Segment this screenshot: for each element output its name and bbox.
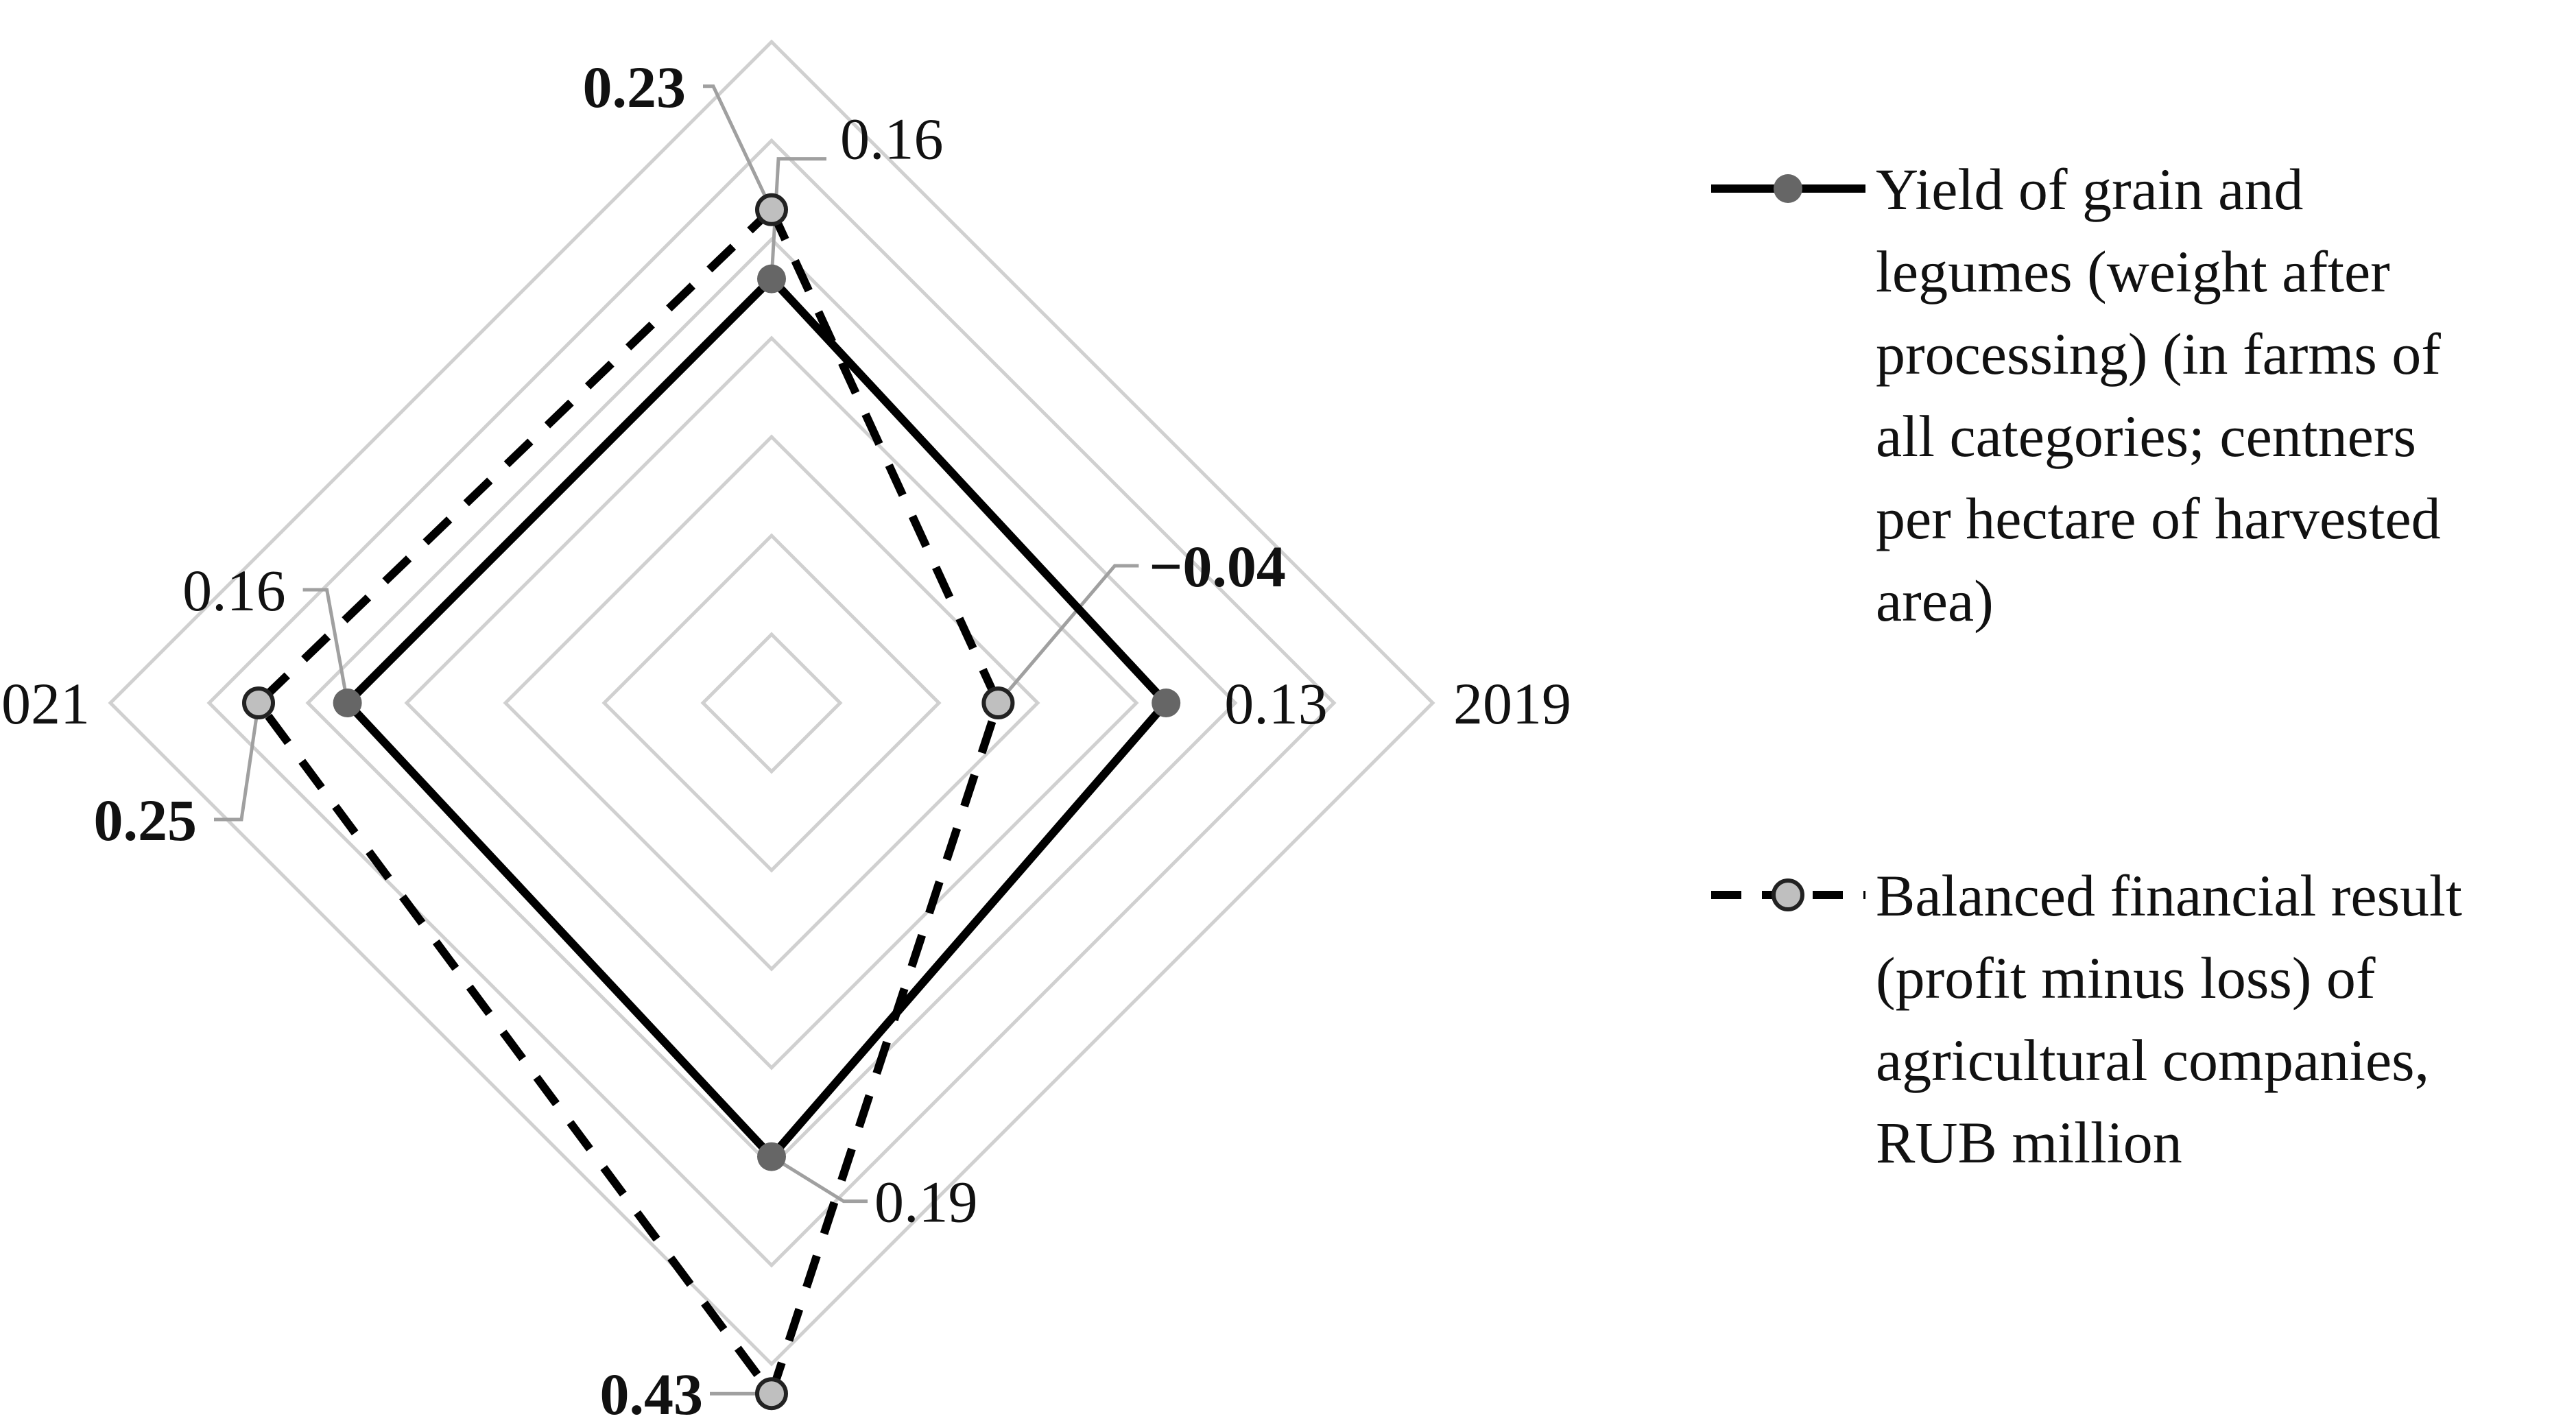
leader-line-1-2018	[703, 84, 774, 211]
grid-ring-2	[503, 434, 1040, 972]
series-0-point-2019	[1152, 689, 1181, 717]
leader-line-1-2019	[997, 564, 1139, 704]
data-label-0-2018: 0.16	[840, 106, 944, 172]
grid-ring-1	[601, 533, 942, 873]
data-label-1-2018: 0.23	[583, 54, 687, 120]
leader-line-0-2018	[770, 157, 826, 279]
data-label-0-2020: 0.19	[874, 1169, 978, 1235]
legend-label-0: Yield of grain and legumes (weight after p…	[1876, 156, 2441, 634]
category-label-2019: 2019	[1453, 671, 1571, 737]
data-label-0-2021: 0.16	[182, 558, 286, 623]
data-label-1-2020: 0.43	[600, 1361, 704, 1423]
data-label-1-2021: 0.25	[94, 787, 198, 853]
category-label-2021: 2021	[0, 671, 90, 737]
radar-series	[242, 193, 1181, 1411]
grid-ring-4	[305, 237, 1238, 1169]
series-0-point-2018	[757, 264, 786, 294]
leader-line-0-2021	[302, 588, 350, 704]
series-1-point-2021	[242, 686, 275, 719]
legend-label-1: Balanced financial result (profit minus l…	[1876, 863, 2462, 1175]
label-leader-lines	[214, 84, 1139, 1396]
series-1-point-2019	[981, 686, 1015, 719]
grid-ring-6	[108, 39, 1435, 1367]
grid-ring-3	[404, 335, 1139, 1071]
series-0-point-2021	[333, 689, 362, 717]
legend-marker-1	[1772, 878, 1804, 911]
series-1-point-2018	[755, 193, 788, 226]
value-labels: 0.16 0.13 0.19 0.16 0.23 −0.04 0.43 0.25	[94, 54, 1328, 1423]
legend-marker-0	[1774, 174, 1802, 203]
grid-ring-0	[700, 632, 843, 774]
category-labels: 2018201920202021	[0, 671, 1571, 737]
leader-line-1-2021	[214, 702, 261, 822]
leader-line-0-2020	[770, 1155, 868, 1204]
data-label-1-2019: −0.04	[1149, 534, 1286, 599]
series-0-point-2020	[757, 1142, 786, 1171]
data-label-0-2019: 0.13	[1224, 671, 1328, 737]
legend: Yield of grain and legumes (weight after p…	[1711, 156, 2462, 1175]
series-1-point-2020	[755, 1377, 788, 1411]
grid-ring-5	[206, 138, 1337, 1268]
